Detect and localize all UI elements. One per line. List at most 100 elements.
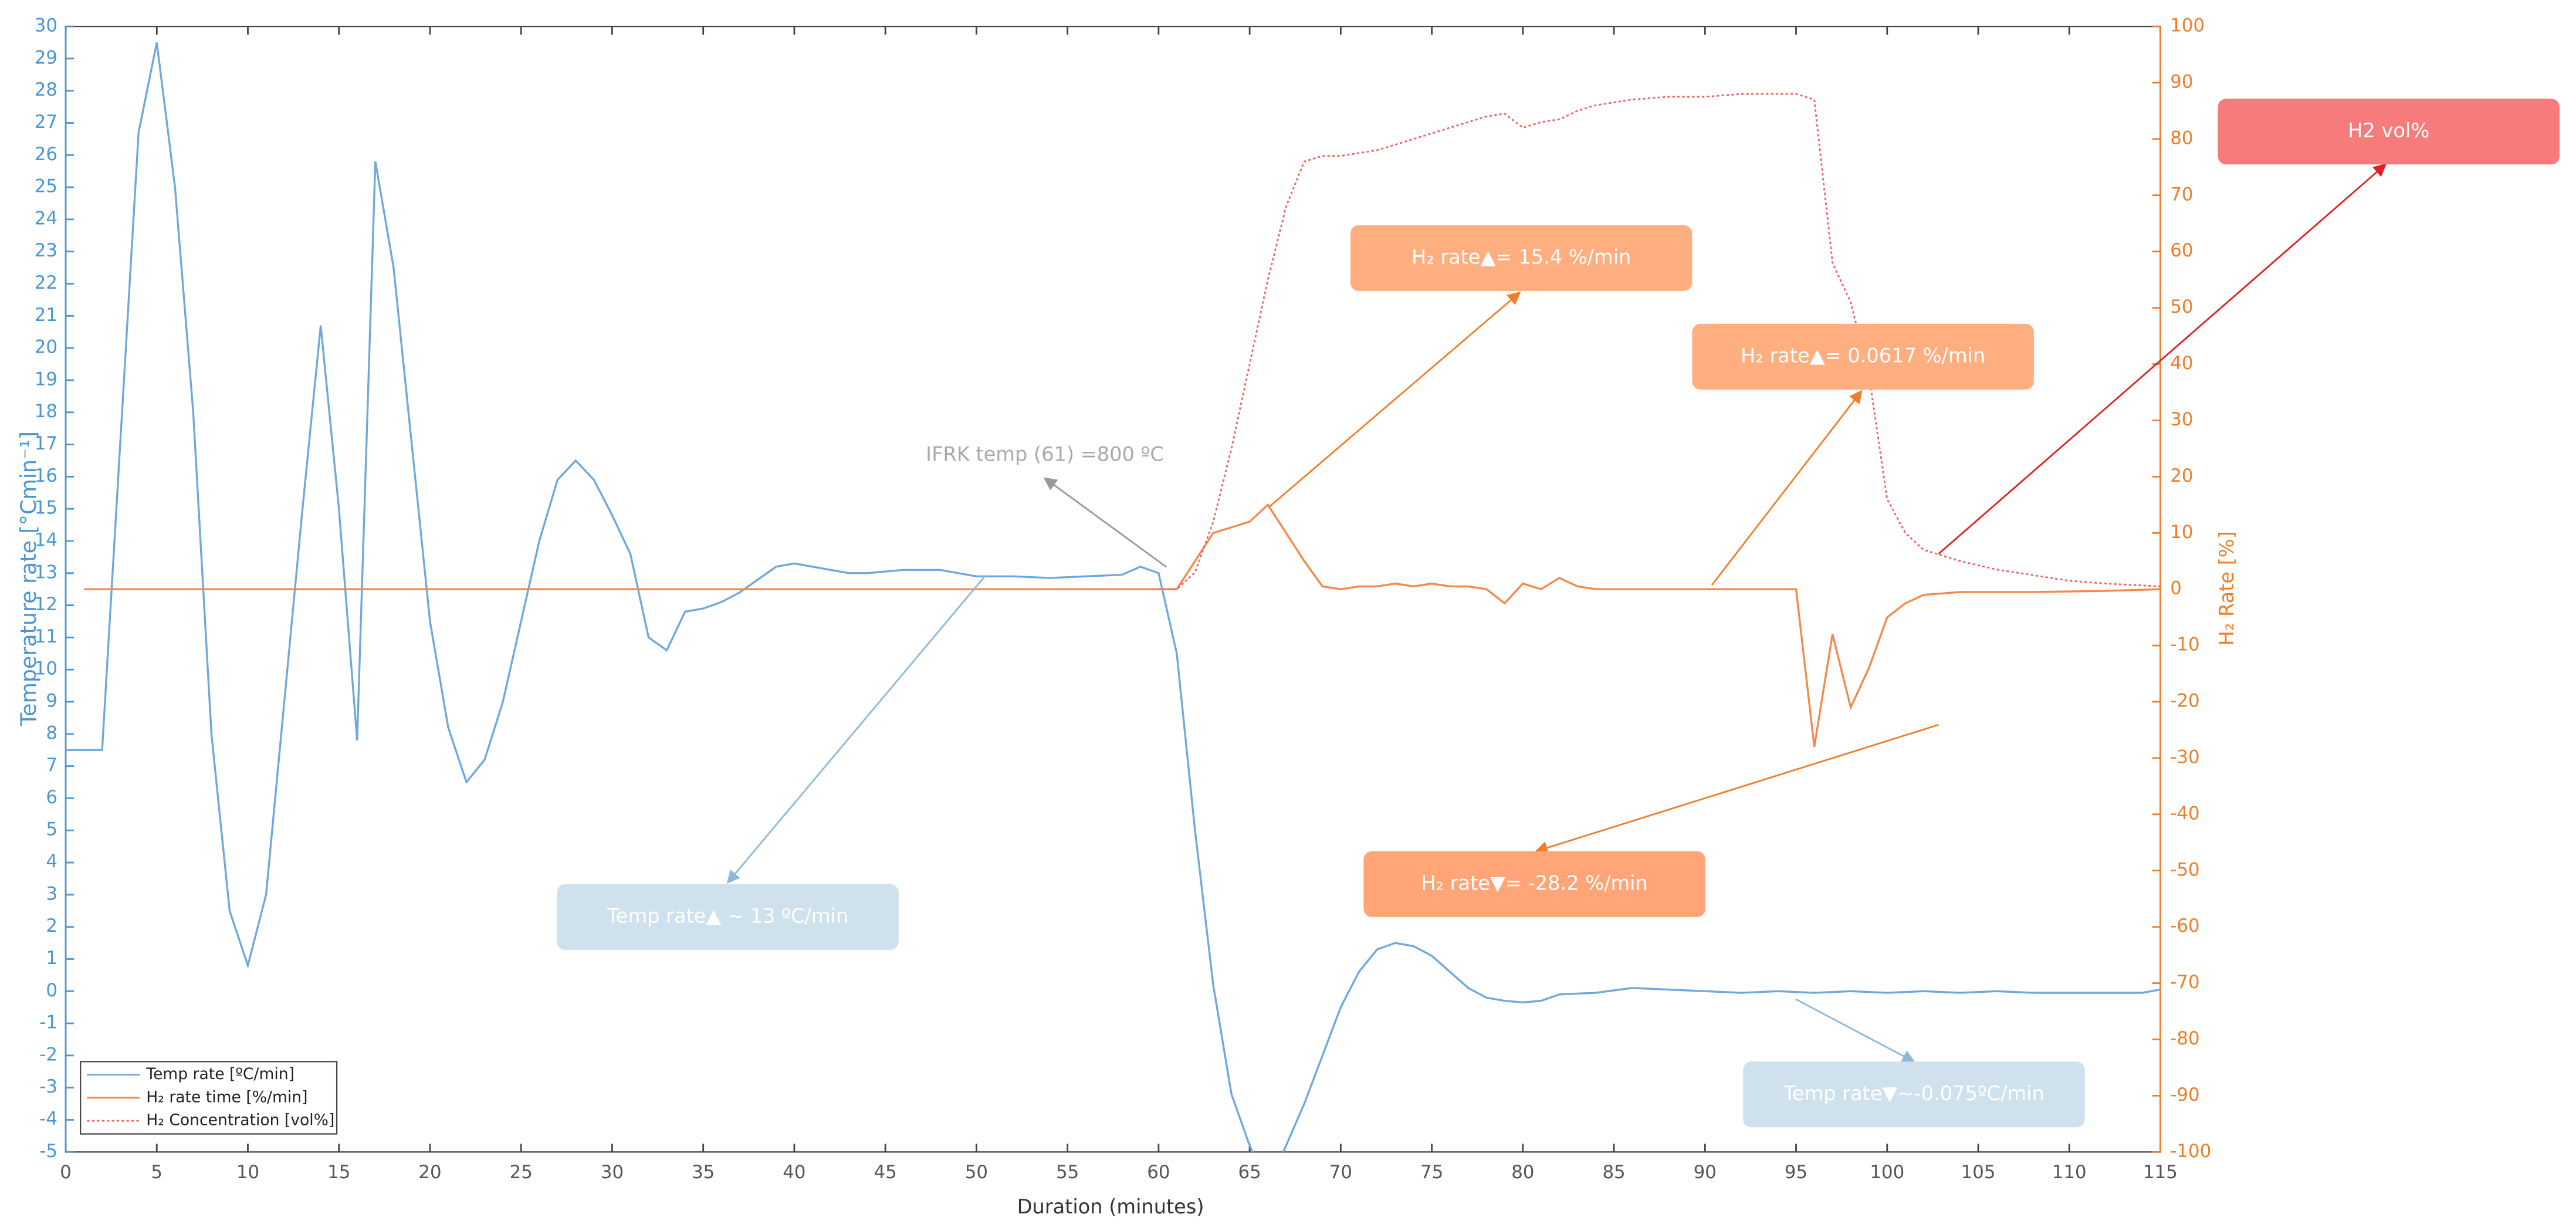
y-tick-label: 13 bbox=[35, 562, 57, 583]
y2-tick-label: -10 bbox=[2170, 634, 2199, 655]
x-tick-label: 90 bbox=[1694, 1162, 1717, 1183]
annotation-box bbox=[1692, 323, 2034, 390]
y-axis-label: Temperature rate [°Cmin⁻¹] bbox=[16, 431, 41, 726]
y2-tick-label: 20 bbox=[2170, 465, 2193, 486]
y-tick-label: 25 bbox=[35, 176, 57, 197]
y-tick-label: 5 bbox=[46, 819, 57, 840]
y2-tick-label: -50 bbox=[2170, 859, 2199, 880]
y2-tick-label: 100 bbox=[2170, 15, 2205, 36]
x-tick-label: 95 bbox=[1785, 1162, 1807, 1183]
x-tick-label: 100 bbox=[1870, 1162, 1904, 1183]
x-tick-label: 115 bbox=[2143, 1162, 2178, 1183]
y-tick-label: 20 bbox=[35, 337, 57, 358]
arrow bbox=[1043, 477, 1167, 568]
y-tick-label: -2 bbox=[39, 1044, 57, 1065]
y-tick-label: -5 bbox=[39, 1141, 57, 1162]
y2-tick-label: 40 bbox=[2170, 353, 2193, 374]
y-tick-label: 14 bbox=[35, 529, 57, 550]
y-tick-label: 19 bbox=[35, 368, 57, 390]
x-tick-label: 40 bbox=[783, 1162, 805, 1183]
x-tick-label: 45 bbox=[874, 1162, 897, 1183]
y-tick-label: 4 bbox=[46, 851, 57, 872]
y2-tick-label: 60 bbox=[2170, 240, 2193, 261]
x-tick-label: 85 bbox=[1602, 1162, 1625, 1183]
y-tick-label: 3 bbox=[46, 883, 57, 904]
x-tick-label: 55 bbox=[1056, 1162, 1079, 1183]
y-tick-label: -4 bbox=[39, 1108, 57, 1129]
arrow bbox=[1938, 163, 2387, 555]
x-tick-label: 20 bbox=[418, 1162, 441, 1183]
x-tick-label: 15 bbox=[327, 1162, 350, 1183]
y2-tick-label: 90 bbox=[2170, 71, 2193, 92]
annotation: H₂ rate▲= 15.4 %/min bbox=[1411, 245, 1631, 268]
arrow bbox=[726, 574, 987, 884]
y2-tick-label: -70 bbox=[2170, 972, 2199, 993]
y-tick-label: 29 bbox=[35, 47, 57, 68]
y-tick-label: 15 bbox=[35, 498, 57, 519]
annotation: Temp rate▲ ~ 13 ºC/min bbox=[607, 904, 848, 927]
y-tick-label: 9 bbox=[46, 691, 57, 712]
annotation: H₂ rate▲= 0.0617 %/min bbox=[1741, 344, 1985, 367]
y-tick-label: 27 bbox=[35, 111, 57, 133]
annotation-box bbox=[1363, 851, 1705, 917]
x-tick-label: 60 bbox=[1147, 1162, 1170, 1183]
x-tick-label: 35 bbox=[692, 1162, 715, 1183]
y2-tick-label: -80 bbox=[2170, 1028, 2199, 1049]
legend-label: Temp rate [ºC/min] bbox=[145, 1065, 295, 1083]
series-line bbox=[84, 503, 2161, 748]
series-line bbox=[1158, 93, 2161, 590]
x-tick-label: 110 bbox=[2052, 1162, 2087, 1183]
x-tick-label: 30 bbox=[601, 1162, 624, 1183]
y2-tick-label: -20 bbox=[2170, 691, 2199, 712]
series-line bbox=[66, 42, 2161, 1152]
arrow bbox=[1534, 723, 1939, 854]
x-tick-label: 70 bbox=[1329, 1162, 1352, 1183]
y2-tick-label: 50 bbox=[2170, 296, 2193, 317]
y-tick-label: 7 bbox=[46, 755, 57, 776]
annotation: IFRK temp (61) =800 ºC bbox=[926, 442, 1164, 465]
y-tick-label: 21 bbox=[35, 305, 57, 326]
y2-axis-label: H₂ Rate [%] bbox=[2215, 531, 2238, 645]
x-axis-label: Duration (minutes) bbox=[1017, 1195, 1204, 1218]
y-tick-label: 18 bbox=[35, 401, 57, 422]
annotation: H₂ rate▼= -28.2 %/min bbox=[1421, 871, 1648, 894]
y-tick-label: -3 bbox=[39, 1076, 57, 1097]
y-tick-label: 30 bbox=[35, 15, 57, 36]
y-tick-label: 16 bbox=[35, 465, 57, 486]
y-tick-label: 2 bbox=[46, 915, 57, 936]
arrow bbox=[1269, 291, 1521, 507]
y2-tick-label: -100 bbox=[2170, 1141, 2211, 1162]
arrow bbox=[1795, 998, 1915, 1063]
y-tick-label: 26 bbox=[35, 144, 57, 165]
x-tick-label: 25 bbox=[510, 1162, 533, 1183]
legend-label: H₂ Concentration [vol%] bbox=[146, 1111, 334, 1129]
y-tick-label: 17 bbox=[35, 433, 57, 454]
x-tick-label: 0 bbox=[60, 1162, 72, 1183]
annotation: Temp rate▼~-0.075ºC/min bbox=[1783, 1082, 2044, 1105]
y-tick-label: 6 bbox=[46, 787, 57, 808]
y-tick-label: 0 bbox=[46, 980, 57, 1001]
y2-tick-label: 0 bbox=[2170, 578, 2182, 599]
annotation: H2 vol% bbox=[2348, 119, 2429, 142]
y2-tick-label: -40 bbox=[2170, 803, 2199, 824]
y-tick-label: 12 bbox=[35, 594, 57, 615]
annotation-box bbox=[557, 884, 899, 950]
y2-tick-label: 80 bbox=[2170, 127, 2193, 148]
x-tick-label: 10 bbox=[236, 1162, 259, 1183]
y-tick-label: 1 bbox=[46, 948, 57, 969]
x-tick-label: 5 bbox=[151, 1162, 163, 1183]
x-tick-label: 50 bbox=[965, 1162, 988, 1183]
y2-tick-label: -30 bbox=[2170, 746, 2199, 767]
arrow bbox=[1711, 390, 1863, 586]
y-tick-label: 22 bbox=[35, 272, 57, 293]
annotation-box bbox=[2218, 99, 2560, 165]
x-tick-label: 105 bbox=[1961, 1162, 1996, 1183]
annotation-box bbox=[1743, 1061, 2085, 1128]
y-tick-label: 23 bbox=[35, 240, 57, 261]
y2-tick-label: -60 bbox=[2170, 915, 2199, 936]
y2-tick-label: 30 bbox=[2170, 409, 2193, 430]
x-tick-label: 65 bbox=[1238, 1162, 1261, 1183]
x-tick-label: 75 bbox=[1420, 1162, 1443, 1183]
y-tick-label: 8 bbox=[46, 722, 57, 743]
